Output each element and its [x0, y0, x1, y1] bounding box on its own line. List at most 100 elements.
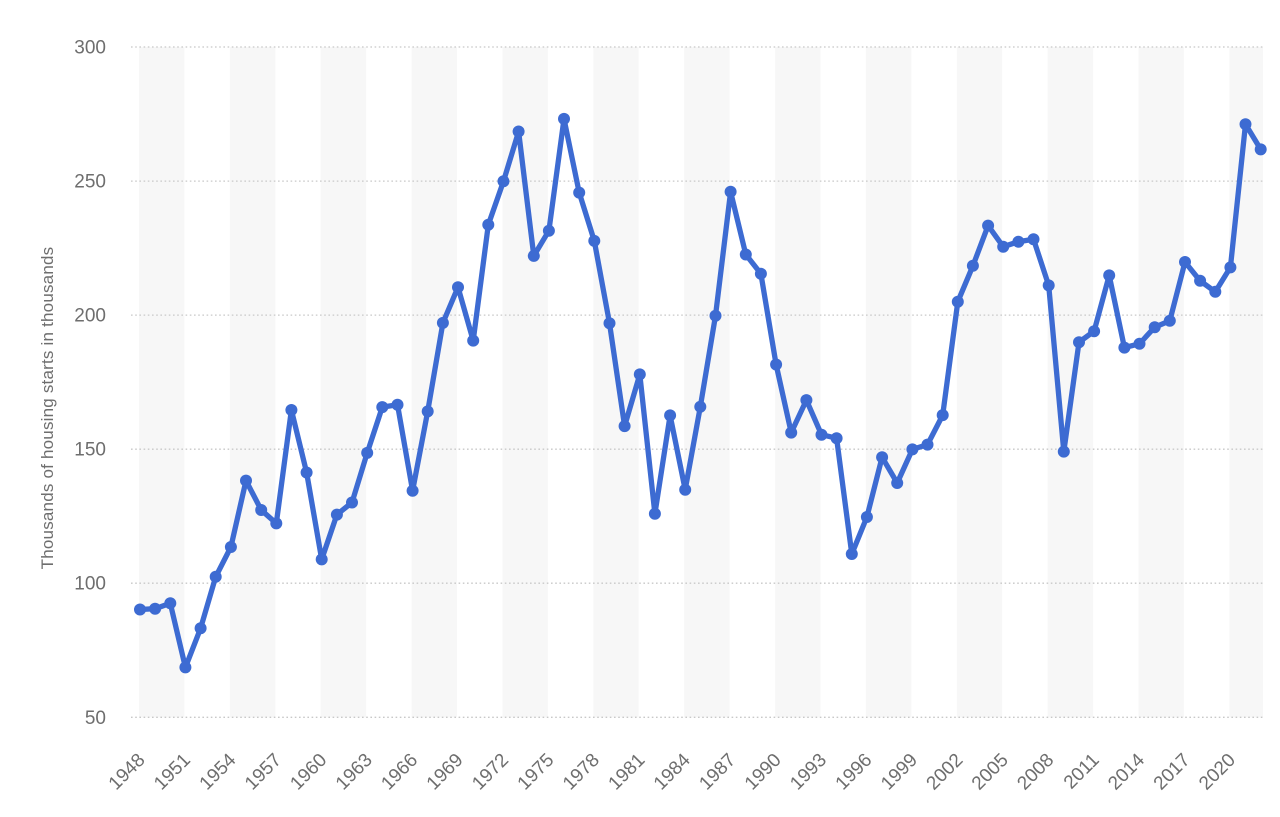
data-point[interactable]: [830, 432, 843, 445]
data-point[interactable]: [906, 443, 919, 456]
plot-band: [1229, 47, 1263, 718]
data-point[interactable]: [482, 218, 495, 231]
data-point[interactable]: [134, 603, 146, 616]
data-point[interactable]: [648, 507, 661, 520]
data-point[interactable]: [270, 517, 283, 530]
data-point[interactable]: [1103, 269, 1116, 282]
data-point[interactable]: [921, 438, 934, 451]
data-point[interactable]: [300, 466, 313, 479]
data-point[interactable]: [588, 234, 601, 247]
x-tick-label: 1978: [559, 750, 604, 795]
data-point[interactable]: [800, 394, 813, 407]
data-point[interactable]: [1042, 279, 1055, 292]
data-point[interactable]: [240, 474, 252, 487]
x-tick-label: 2017: [1150, 750, 1195, 795]
data-point[interactable]: [164, 597, 177, 610]
data-point[interactable]: [997, 240, 1010, 253]
data-point[interactable]: [664, 409, 677, 422]
plot-band: [1047, 47, 1094, 718]
data-point[interactable]: [860, 511, 873, 523]
data-point[interactable]: [497, 175, 510, 188]
data-point[interactable]: [936, 409, 949, 422]
plot-band: [229, 47, 276, 718]
plot-band: [139, 47, 185, 718]
data-point[interactable]: [966, 259, 979, 272]
data-point[interactable]: [1254, 143, 1267, 156]
x-tick-label: 1981: [605, 750, 650, 795]
data-point[interactable]: [542, 224, 555, 237]
data-point[interactable]: [1118, 341, 1131, 354]
data-point[interactable]: [876, 451, 889, 464]
data-point[interactable]: [330, 508, 343, 521]
plot-band: [956, 47, 1003, 718]
data-point[interactable]: [618, 420, 631, 433]
data-point[interactable]: [1133, 337, 1146, 350]
data-point[interactable]: [951, 295, 964, 308]
data-point[interactable]: [891, 477, 904, 489]
x-tick-label: 1996: [832, 750, 877, 795]
data-point[interactable]: [527, 249, 540, 262]
data-point[interactable]: [1027, 233, 1040, 246]
data-point[interactable]: [1148, 321, 1161, 334]
y-axis-title: Thousands of housing starts in thousands: [38, 246, 57, 570]
x-tick-label: 2008: [1013, 750, 1058, 795]
x-tick-label: 1975: [514, 750, 559, 795]
data-point[interactable]: [224, 541, 237, 553]
data-point[interactable]: [709, 309, 722, 322]
data-point[interactable]: [512, 125, 525, 138]
x-tick-label: 2020: [1195, 750, 1240, 795]
data-point[interactable]: [1194, 274, 1207, 287]
data-point[interactable]: [209, 570, 222, 583]
x-tick-label: 1963: [332, 750, 377, 795]
y-tick-label: 250: [74, 172, 106, 193]
x-tick-label: 1948: [105, 750, 150, 795]
plot-band: [320, 47, 367, 718]
data-point[interactable]: [285, 404, 298, 416]
data-point[interactable]: [679, 483, 692, 496]
data-point[interactable]: [179, 661, 192, 674]
data-point[interactable]: [452, 281, 464, 294]
data-point[interactable]: [1073, 336, 1085, 349]
data-point[interactable]: [845, 548, 858, 560]
data-point[interactable]: [467, 334, 480, 347]
data-point[interactable]: [194, 622, 207, 635]
data-point[interactable]: [558, 112, 570, 125]
data-point[interactable]: [149, 602, 162, 615]
y-tick-label: 200: [74, 306, 106, 327]
data-point[interactable]: [255, 504, 268, 516]
data-point[interactable]: [1057, 445, 1070, 458]
data-point[interactable]: [1163, 314, 1176, 327]
data-point[interactable]: [436, 316, 449, 329]
data-point[interactable]: [376, 401, 389, 414]
x-tick-label: 1999: [877, 750, 922, 795]
data-point[interactable]: [770, 358, 783, 371]
data-point[interactable]: [361, 446, 374, 459]
data-point[interactable]: [785, 426, 798, 439]
x-tick-label: 1954: [196, 749, 241, 794]
data-point[interactable]: [1088, 325, 1101, 338]
data-point[interactable]: [573, 186, 586, 199]
data-point[interactable]: [739, 248, 752, 261]
data-point[interactable]: [421, 405, 434, 418]
data-point[interactable]: [315, 553, 328, 566]
data-point[interactable]: [694, 400, 707, 413]
data-point[interactable]: [346, 496, 358, 509]
data-point[interactable]: [406, 484, 419, 497]
x-tick-label: 2005: [968, 750, 1013, 795]
data-point[interactable]: [1179, 256, 1191, 268]
data-point[interactable]: [754, 267, 767, 280]
data-point[interactable]: [815, 428, 828, 441]
data-point[interactable]: [391, 398, 404, 411]
data-point[interactable]: [724, 185, 737, 198]
y-tick-label: 300: [74, 38, 106, 59]
data-point[interactable]: [1012, 235, 1025, 248]
data-point[interactable]: [603, 317, 616, 330]
data-point[interactable]: [1239, 118, 1252, 131]
data-point[interactable]: [633, 368, 646, 381]
data-point[interactable]: [1209, 285, 1222, 298]
data-point[interactable]: [1224, 261, 1237, 274]
x-tick-label: 2002: [923, 750, 968, 795]
data-point[interactable]: [982, 219, 995, 232]
